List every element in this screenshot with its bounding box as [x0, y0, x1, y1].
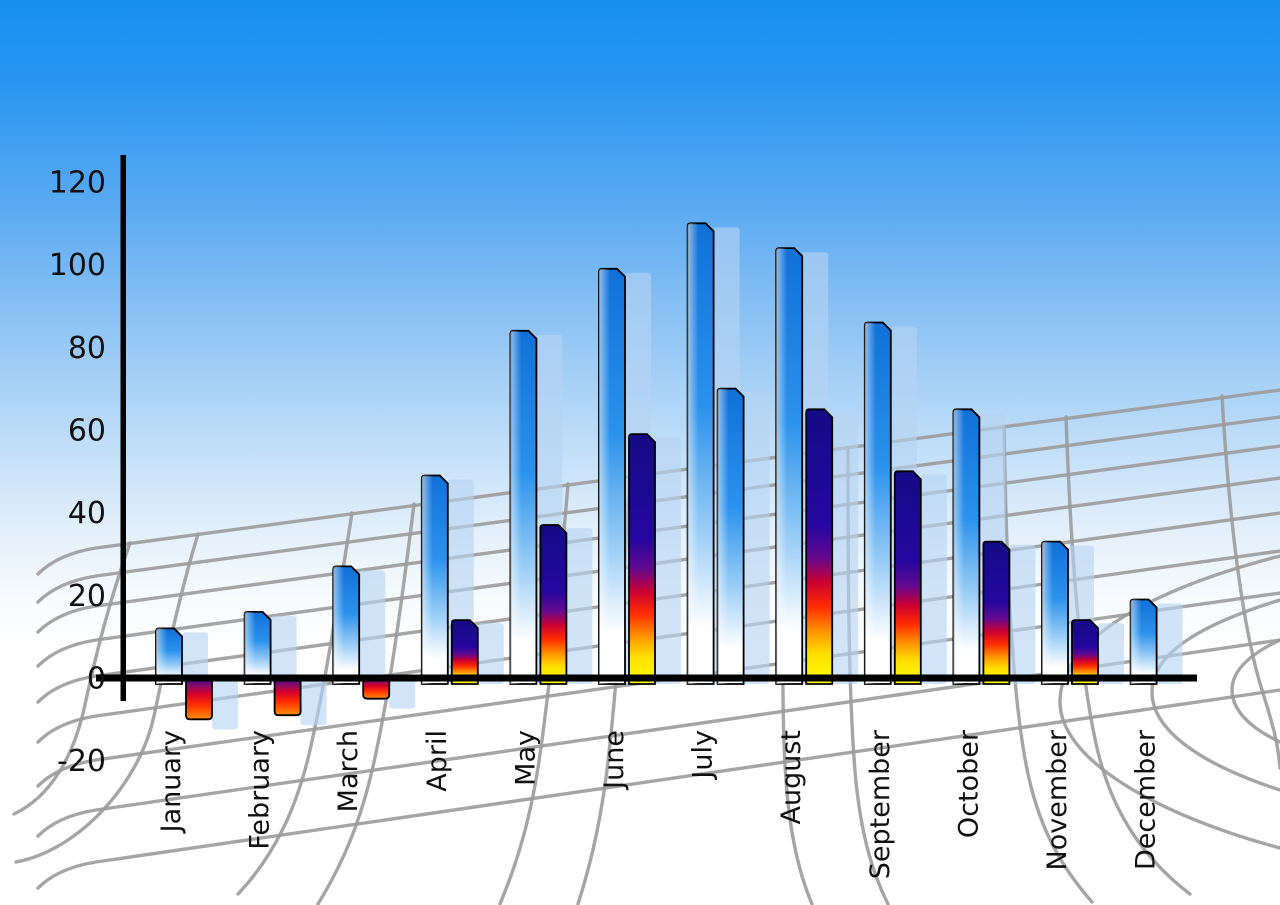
grid-line [1150, 598, 1280, 792]
bar-january-secondary-shadow [212, 677, 238, 730]
month-label-september: September [865, 729, 896, 879]
bar-january-primary-shadow [182, 632, 208, 684]
month-label-november: November [1042, 729, 1073, 870]
bar-november-secondary-shadow [1098, 623, 1124, 684]
bar-july-primary-highlight [687, 223, 714, 685]
grid-line [316, 502, 416, 905]
grid-line [14, 532, 200, 864]
grid-line [12, 541, 132, 816]
y-tick-label--20: -20 [57, 744, 106, 779]
grid-line [1064, 415, 1192, 896]
bar-february-secondary [273, 676, 302, 717]
bar-august-secondary-shadow [832, 412, 859, 684]
month-label-june: June [599, 730, 630, 791]
y-tick-label-60: 60 [68, 414, 106, 449]
bar-june-secondary-shadow [655, 437, 681, 684]
month-label-july: July [688, 730, 719, 781]
grid-line [36, 444, 1280, 634]
y-tick-label-100: 100 [49, 248, 106, 283]
bar-october-primary-highlight [953, 409, 980, 684]
bar-october-secondary [982, 540, 1011, 685]
bar-august-secondary [805, 408, 834, 685]
bar-january-primary-highlight [156, 628, 182, 684]
bar-march-primary-shadow [359, 570, 386, 684]
grid-line [1230, 638, 1280, 744]
grid-line [36, 638, 1280, 838]
bar-april-secondary [450, 619, 479, 685]
bar-march-secondary-shadow [389, 677, 416, 709]
month-label-december: December [1131, 729, 1162, 870]
bar-december-primary-highlight [1130, 599, 1157, 684]
grid-line [1002, 424, 1094, 904]
bar-october-secondary-shadow [1009, 544, 1036, 684]
grid-line [36, 549, 1280, 744]
bar-may-primary-highlight [510, 330, 537, 684]
y-tick-label-120: 120 [49, 166, 106, 201]
y-tick-label-40: 40 [68, 496, 106, 531]
month-label-february: February [245, 730, 276, 850]
y-axis-labels: 120 100 80 60 40 20 0 -20 [49, 166, 106, 780]
bar-august-primary-highlight [776, 248, 803, 684]
grid-line [36, 415, 1280, 604]
grid-line [36, 476, 1280, 668]
bar-july-secondary-shadow [743, 391, 770, 684]
bar-february-primary-shadow [270, 615, 297, 684]
grid-line [36, 511, 1280, 704]
y-tick-label-80: 80 [68, 331, 106, 366]
bar-may-secondary-shadow [566, 528, 593, 684]
bar-april-primary-highlight [421, 475, 448, 684]
bar-may-secondary [539, 524, 568, 685]
bar-february-secondary-shadow [300, 677, 327, 726]
bar-july-secondary-highlight [717, 388, 744, 684]
grid-line [36, 591, 1280, 788]
bar-september-primary-highlight [864, 322, 891, 684]
x-axis-line [96, 674, 1197, 682]
month-label-october: October [953, 729, 984, 838]
bar-september-secondary [893, 470, 922, 685]
grid-line [36, 688, 1280, 890]
month-label-august: August [776, 730, 807, 825]
bar-november-secondary [1071, 619, 1099, 685]
bar-june-secondary [628, 433, 656, 685]
y-tick-label-0: 0 [87, 662, 106, 697]
bar-september-secondary-shadow [920, 474, 947, 684]
bar-march-primary-highlight [333, 566, 360, 684]
bar-february-primary-highlight [244, 611, 271, 684]
x-axis-labels: January February March April May June July Augu… [156, 729, 1162, 879]
grid-line [1058, 554, 1280, 850]
month-label-january: January [156, 730, 187, 834]
month-label-april: April [422, 730, 453, 792]
grid-line [1220, 394, 1280, 770]
month-label-may: May [510, 730, 541, 786]
bar-april-secondary-shadow [477, 623, 504, 684]
bars [155, 222, 1158, 721]
bar-december-primary-shadow [1156, 603, 1183, 684]
y-axis-line [120, 155, 126, 701]
grid-line [36, 388, 1280, 576]
month-label-march: March [333, 730, 364, 812]
bar-november-primary-highlight [1042, 541, 1068, 684]
bar-january-secondary [185, 676, 213, 721]
y-tick-label-20: 20 [68, 579, 106, 614]
bar-march-secondary [362, 676, 391, 700]
bar-june-primary-highlight [599, 268, 625, 684]
